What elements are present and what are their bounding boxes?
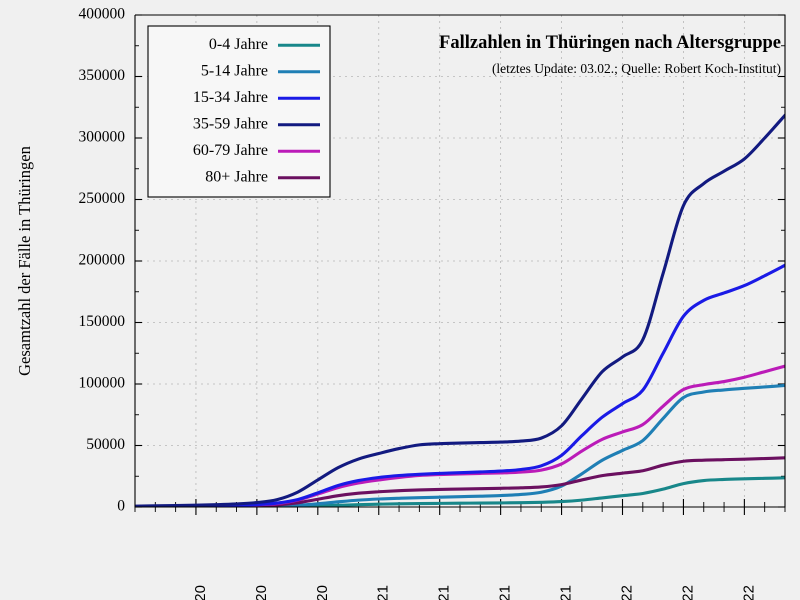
legend[interactable]: 0-4 Jahre 5-14 Jahre 15-34 Jahre 35-59 Jahr… [147, 25, 331, 198]
x-tick-label: 12.2021 [558, 585, 575, 600]
x-tick-label: 03.2021 [375, 585, 392, 600]
x-tick-label: 09.2022 [740, 585, 757, 600]
legend-item-60-79-jahre[interactable]: 60-79 Jahre [193, 142, 320, 159]
y-tick-label: 0 [117, 498, 125, 515]
x-tick-label: 06.2020 [192, 585, 209, 600]
x-tick-label: 06.2022 [679, 585, 696, 600]
y-tick-label: 350000 [79, 67, 126, 84]
y-tick-label: 200000 [79, 252, 126, 269]
legend-label: 35-59 Jahre [193, 115, 268, 132]
x-tick-label: 12.2020 [314, 585, 331, 600]
y-tick-label: 150000 [79, 313, 126, 330]
legend-label: 5-14 Jahre [201, 62, 268, 79]
y-tick-label: 400000 [79, 6, 126, 23]
y-tick-label: 300000 [79, 129, 126, 146]
x-axis-tick-labels: 06.2020 09.2020 12.2020 03.2021 06.2021 09.20… [192, 585, 757, 600]
plot-frame [134, 14, 786, 508]
x-tick-label: 09.2020 [253, 585, 270, 600]
x-tick-label: 06.2021 [436, 585, 453, 600]
legend-item-35-59-jahre[interactable]: 35-59 Jahre [193, 115, 320, 132]
x-tick-label: 03.2022 [618, 585, 635, 600]
y-axis-tick-labels: 0 50000 100000 150000 200000 250000 300000 3500… [79, 6, 126, 515]
y-axis-title: Gesamtzahl der Fälle in Thüringen [15, 146, 34, 376]
legend-label: 0-4 Jahre [209, 36, 268, 53]
y-tick-label: 100000 [79, 375, 126, 392]
legend-item-80-jahre[interactable]: 80+ Jahre [205, 168, 320, 185]
legend-label: 80+ Jahre [205, 168, 268, 185]
y-tick-label: 250000 [79, 190, 126, 207]
legend-item-5-14-jahre[interactable]: 5-14 Jahre [201, 62, 320, 79]
chart-subtitle: (letztes Update: 03.02.; Quelle: Robert … [492, 61, 781, 76]
chart-title: Fallzahlen in Thüringen nach Altersgrupp… [439, 33, 781, 53]
series-line-35-59-jahre [135, 113, 785, 507]
legend-item-0-4-jahre[interactable]: 0-4 Jahre [209, 36, 320, 53]
legend-box [147, 25, 331, 198]
x-tick-label: 09.2021 [497, 585, 514, 600]
legend-label: 60-79 Jahre [193, 142, 268, 159]
legend-label: 15-34 Jahre [193, 89, 268, 106]
legend-item-15-34-jahre[interactable]: 15-34 Jahre [193, 89, 320, 106]
y-tick-label: 50000 [86, 436, 125, 453]
